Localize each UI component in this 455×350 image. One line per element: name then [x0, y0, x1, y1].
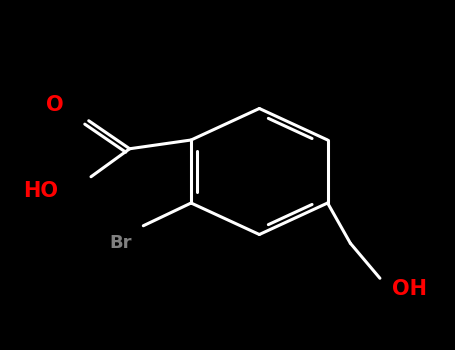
Text: O: O [46, 95, 63, 115]
Text: OH: OH [392, 279, 427, 299]
Text: HO: HO [24, 181, 58, 201]
Text: Br: Br [109, 234, 132, 252]
